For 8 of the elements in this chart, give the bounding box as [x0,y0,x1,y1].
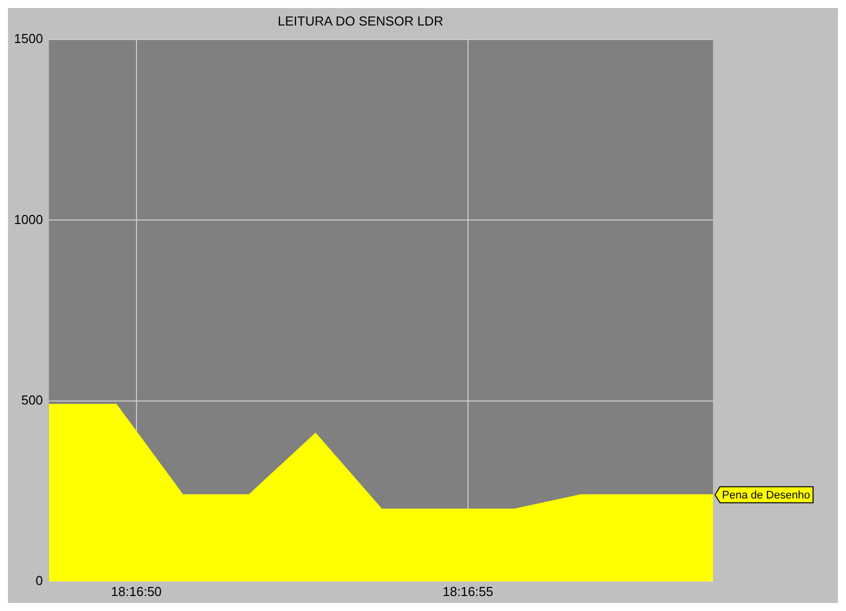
y-tick-label: 1500 [14,31,43,46]
x-tick-label: 18:16:50 [111,584,162,599]
y-tick-label: 1000 [14,212,43,227]
chart-title: LEITURA DO SENSOR LDR [278,13,444,28]
y-tick-label: 500 [21,392,43,408]
x-tick-label: 18:16:55 [442,584,494,599]
y-tick-label: 0 [36,572,43,588]
series-label: Pena de Desenho [722,490,810,502]
